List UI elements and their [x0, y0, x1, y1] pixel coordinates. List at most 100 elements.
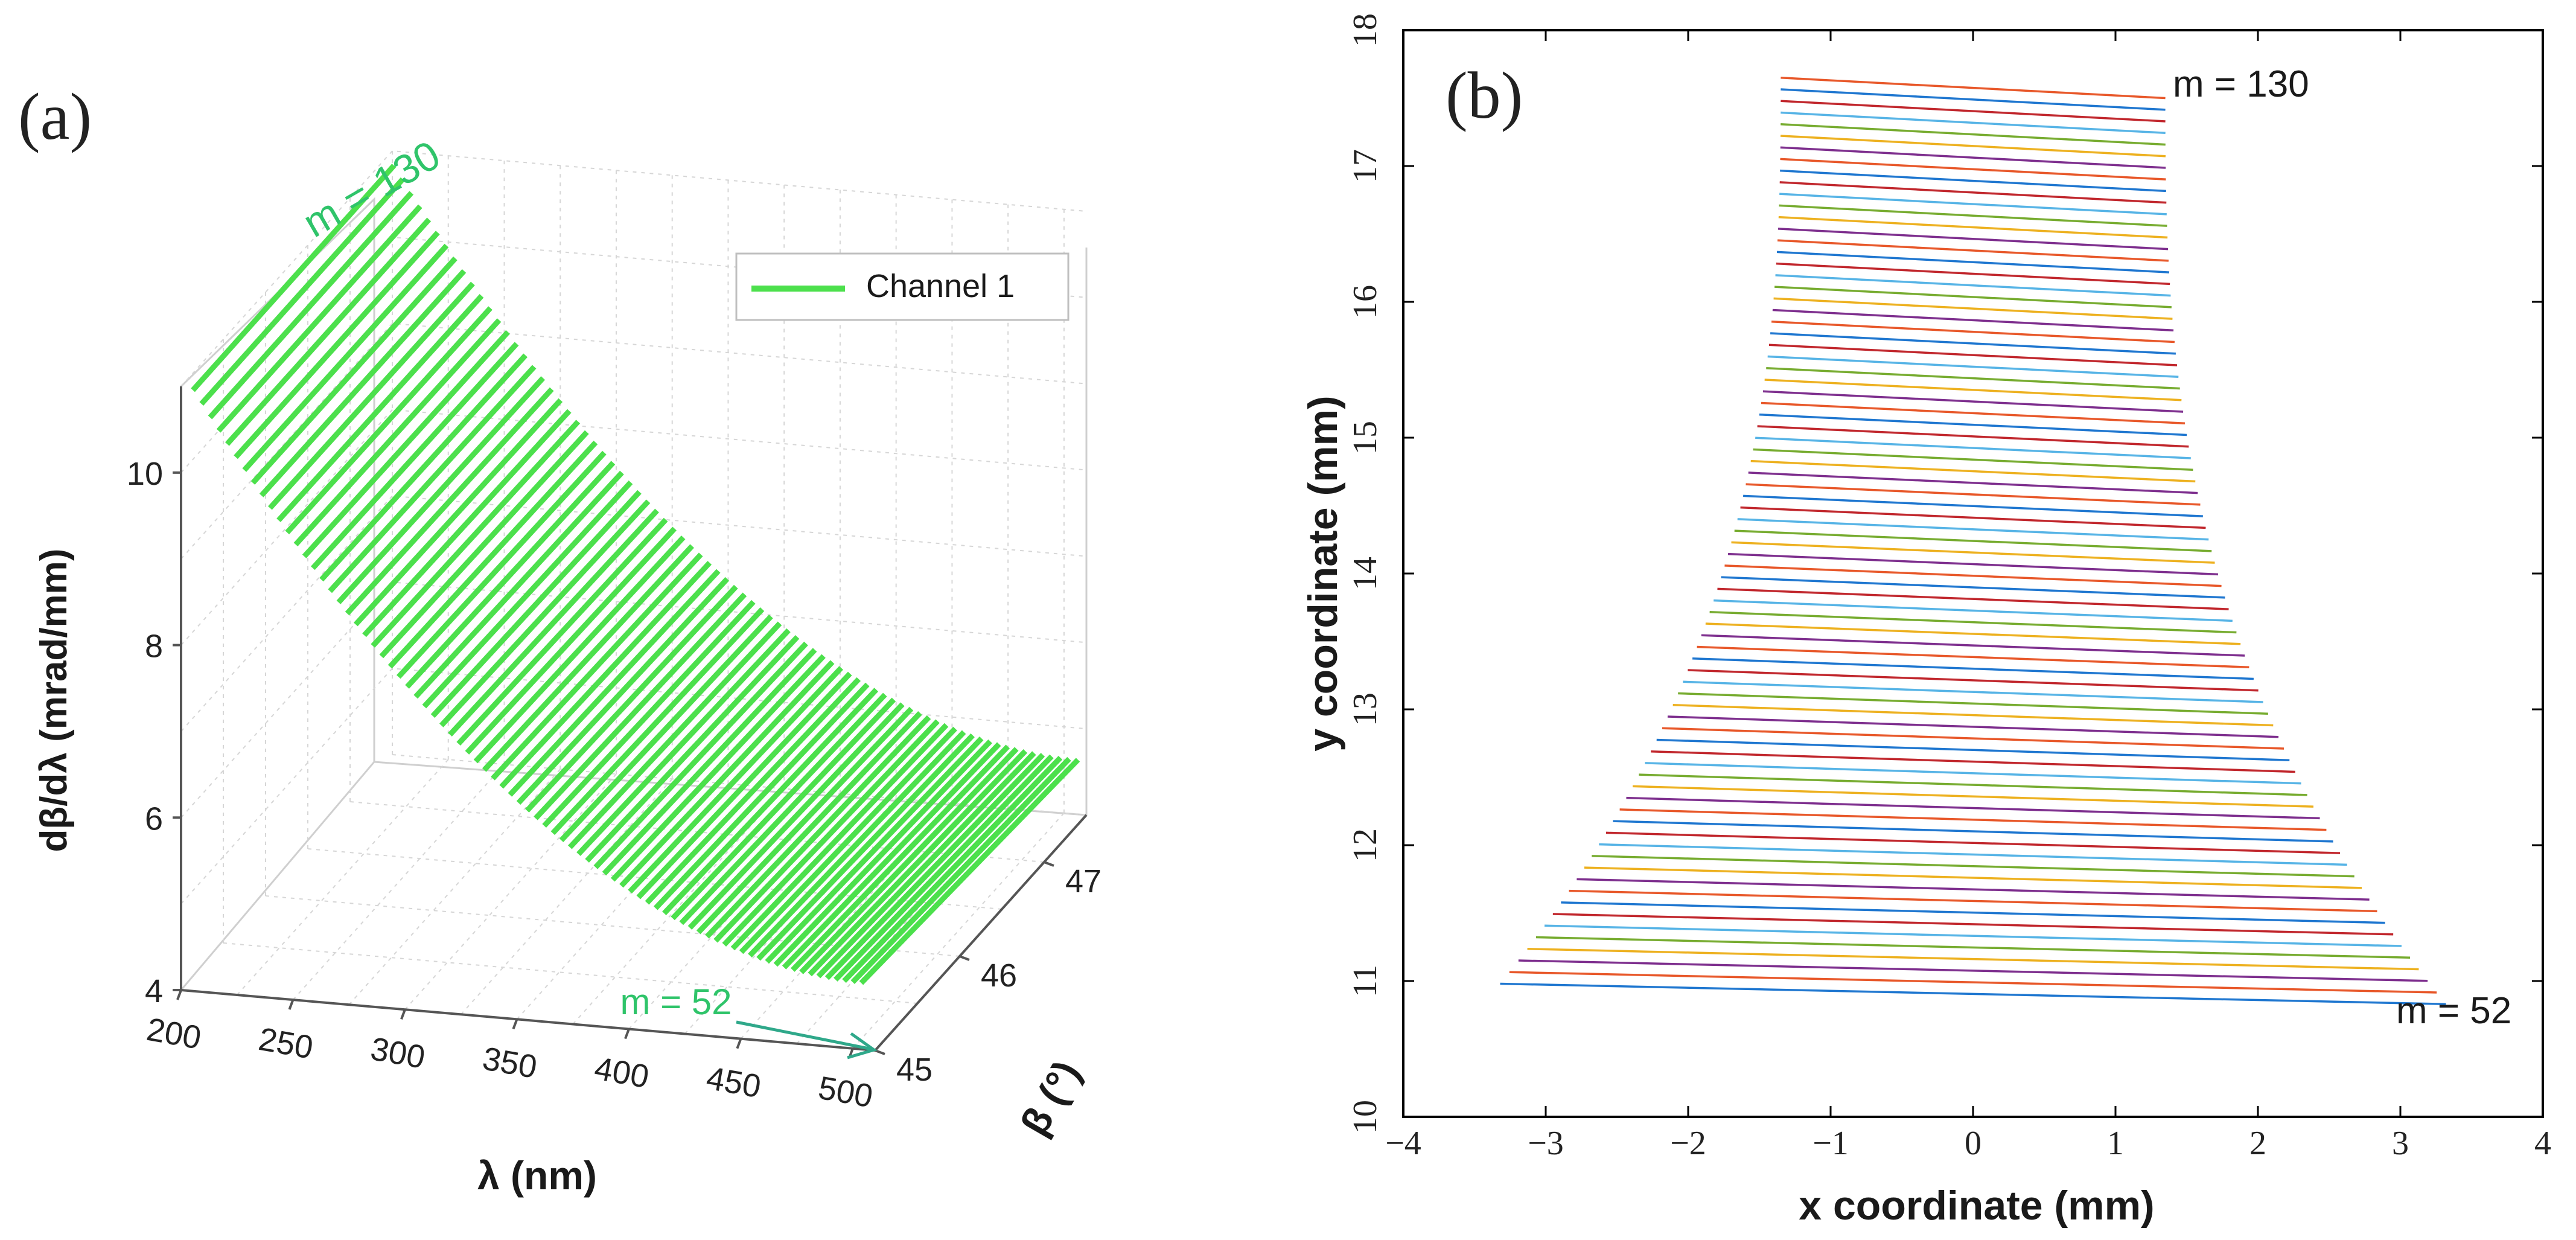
- order-line-m105: [1766, 367, 2180, 390]
- legend-label-channel-1: Channel 1: [866, 268, 1015, 304]
- order-line-m122: [1780, 169, 2166, 193]
- order-segment-m118: [293, 318, 502, 547]
- order-segment-m53: [850, 756, 1071, 984]
- order-segment-m97: [473, 535, 686, 764]
- x-tick-label: 350: [480, 1040, 540, 1085]
- order-line-m108: [1770, 332, 2176, 355]
- order-line-m109: [1771, 321, 2175, 344]
- order-segment-m69: [713, 715, 931, 943]
- order-segment-m60: [791, 744, 1010, 972]
- order-segment-m68: [722, 719, 940, 947]
- order-line-m113: [1775, 274, 2171, 297]
- order-line-m83: [1705, 622, 2241, 645]
- order-line-m91: [1734, 529, 2212, 552]
- y-tick-label: 12: [1347, 828, 1384, 862]
- order-line-m71: [1645, 762, 2301, 785]
- panel-a-z-axis-label: dβ/dλ (mrad/mm): [33, 549, 75, 852]
- order-line-m92: [1737, 518, 2209, 541]
- panel-a-x-ticks: 200 250 300 350 400 450 500: [144, 989, 876, 1114]
- x-tick-mark: [624, 1028, 630, 1040]
- order-segment-m126: [225, 217, 432, 446]
- order-line-m84: [1709, 611, 2237, 634]
- order-line-m64: [1599, 843, 2347, 866]
- order-segment-m78: [636, 671, 852, 900]
- panel-b-x-ticks: −4 −3 −2 −1 0 1 2 3 4: [1385, 30, 2551, 1162]
- y-tick-label: 10: [1347, 1100, 1384, 1134]
- y-tick-label: 15: [1347, 421, 1384, 455]
- order-segment-m120: [276, 294, 484, 522]
- order-segment-m122: [259, 269, 467, 497]
- y-tick-label: 17: [1347, 149, 1384, 183]
- order-line-m101: [1759, 413, 2187, 436]
- x-tick-label: 1: [2107, 1125, 2124, 1162]
- order-line-m85: [1714, 599, 2233, 622]
- order-line-m73: [1656, 738, 2290, 761]
- order-line-m94: [1743, 494, 2203, 517]
- order-segment-m52: [859, 758, 1080, 985]
- order-segment-m94: [499, 561, 712, 789]
- order-line-m97: [1750, 459, 2196, 483]
- order-line-m98: [1753, 448, 2193, 471]
- order-line-m114: [1776, 262, 2170, 286]
- order-segment-m65: [748, 730, 966, 957]
- y-tick-mark: [959, 955, 970, 961]
- order-segment-m73: [679, 697, 896, 925]
- panel-b-annotation-m52: m = 52: [2396, 990, 2511, 1032]
- order-line-m56: [1535, 936, 2411, 959]
- x-tick-mark: [176, 989, 182, 1000]
- order-segment-m104: [413, 470, 624, 699]
- order-line-m66: [1613, 820, 2333, 843]
- grid-line-floor-y: [223, 942, 918, 1004]
- order-segment-m119: [285, 306, 493, 535]
- order-segment-m89: [542, 599, 756, 828]
- y-tick-label: 47: [1065, 863, 1101, 900]
- z-tick-label: 4: [145, 973, 163, 1009]
- order-line-m90: [1731, 541, 2215, 564]
- order-segment-m106: [396, 450, 607, 679]
- order-segment-m125: [234, 231, 440, 459]
- x-tick-mark: [512, 1018, 518, 1030]
- order-segment-m98: [465, 526, 677, 755]
- order-line-m89: [1727, 552, 2219, 576]
- grid-line-z: [180, 581, 1087, 818]
- order-segment-m72: [687, 702, 905, 930]
- order-line-m77: [1678, 692, 2268, 715]
- order-segment-m61: [782, 742, 1001, 970]
- panel-b-x-axis-label: x coordinate (mm): [1799, 1183, 2154, 1229]
- panel-a-y-axis-label: β (°): [1012, 1053, 1089, 1143]
- order-line-m63: [1592, 855, 2354, 878]
- order-line-m75: [1667, 715, 2279, 738]
- x-tick-mark: [400, 1009, 406, 1020]
- panel-a-y-ticks: 45 46 47: [875, 861, 1101, 1088]
- order-segment-m58: [808, 749, 1028, 977]
- z-tick-label: 8: [145, 628, 163, 665]
- order-line-m119: [1779, 204, 2167, 227]
- panel-b-y-ticks: 10 11 12 13 14 15 16 17 18: [1347, 13, 2543, 1134]
- order-segment-m100: [448, 508, 659, 737]
- order-segment-m117: [302, 330, 510, 558]
- order-segment-m81: [610, 654, 826, 882]
- order-segment-m92: [516, 577, 730, 805]
- x-tick-label: −3: [1528, 1125, 1564, 1162]
- panel-b-y-axis-label: y coordinate (mm): [1300, 395, 1346, 751]
- order-segment-m79: [628, 666, 843, 894]
- grid-line-floor-x: [404, 773, 617, 1010]
- order-line-m126: [1781, 123, 2166, 146]
- order-segment-m113: [336, 376, 546, 604]
- order-segment-m54: [842, 755, 1063, 983]
- x-tick-mark: [288, 999, 295, 1010]
- panel-a-axis-lines: [180, 386, 1088, 1052]
- order-segment-m75: [662, 688, 879, 916]
- panel-a-x-axis-label: λ (nm): [477, 1153, 597, 1198]
- order-segment-m67: [730, 723, 949, 951]
- order-segment-m59: [799, 747, 1019, 974]
- x-tick-label: −2: [1670, 1125, 1706, 1162]
- order-line-m79: [1688, 669, 2259, 692]
- grid-line-floor-x: [852, 813, 1065, 1049]
- order-segment-m127: [216, 204, 422, 433]
- order-line-m57: [1545, 924, 2402, 947]
- order-line-m58: [1552, 913, 2394, 936]
- y-tick-label: 46: [981, 957, 1017, 994]
